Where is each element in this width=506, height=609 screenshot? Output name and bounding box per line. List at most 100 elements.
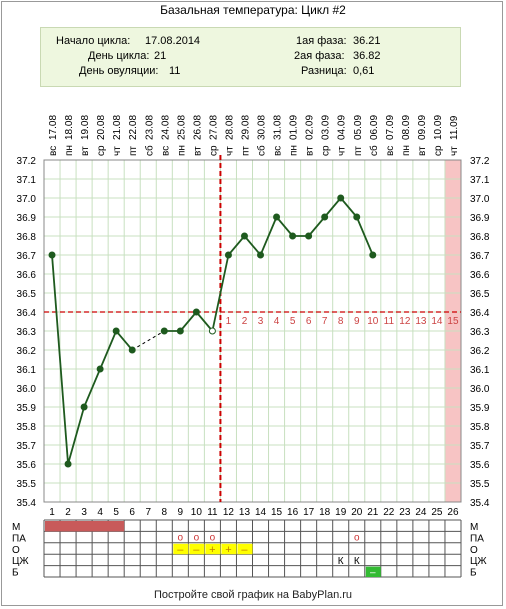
day-number-label: 9 (178, 507, 184, 518)
temperature-line-segment (323, 197, 342, 218)
y-tick-label-right: 36.1 (470, 365, 490, 376)
luteal-day-number: 8 (338, 316, 344, 327)
chart-title: Базальная температура: Цикл #2 (160, 3, 346, 17)
y-tick-label-left: 36.9 (17, 213, 37, 224)
temperature-line-segment (115, 330, 133, 351)
y-tick-label-right: 36.7 (470, 251, 490, 262)
cz-mark: К (354, 556, 360, 567)
date-label: 02.09 (305, 115, 316, 140)
day-number-label: 6 (129, 507, 135, 518)
day-number-label: 17 (303, 507, 315, 518)
weekday-label: пт (353, 146, 364, 156)
cycle-start-value: 17.08.2014 (145, 35, 201, 47)
y-tick-label-left: 35.4 (17, 498, 37, 509)
weekday-label: пт (128, 146, 139, 156)
y-tick-label-right: 35.5 (470, 479, 490, 490)
date-label: 22.08 (128, 115, 139, 140)
difference-value: 0,61 (353, 65, 375, 77)
y-tick-label-right: 37.1 (470, 175, 490, 186)
y-tick-label-right: 37.0 (470, 194, 490, 205)
temperature-point (305, 232, 313, 240)
temperature-point (160, 327, 168, 335)
menstruation-bar (45, 521, 125, 532)
weekday-label: вт (192, 146, 203, 156)
date-label: 20.08 (96, 115, 107, 140)
o-mark: – (193, 544, 200, 556)
temperature-point (257, 251, 265, 259)
date-label: 19.08 (80, 115, 91, 140)
luteal-day-number: 1 (226, 316, 232, 327)
y-tick-label-right: 35.8 (470, 422, 490, 433)
date-label: 06.09 (369, 115, 380, 140)
date-label: 18.08 (64, 115, 75, 140)
temperature-point (289, 232, 297, 240)
temperature-line-segment (99, 330, 118, 370)
day-number-label: 26 (447, 507, 459, 518)
y-tick-label-right: 35.4 (470, 498, 490, 509)
temperature-line-segment (243, 235, 262, 256)
day-number-label: 21 (367, 507, 379, 518)
luteal-day-number: 12 (399, 316, 411, 327)
luteal-day-number: 10 (367, 316, 379, 327)
weekday-label: ср (208, 145, 219, 156)
y-tick-label-left: 36.4 (17, 308, 37, 319)
date-label: 03.09 (321, 115, 332, 140)
temperature-point (192, 308, 200, 316)
symptom-row-label-left: М (12, 522, 20, 533)
symptom-row-label-right: М (470, 522, 478, 533)
day-number-label: 16 (287, 507, 299, 518)
temperature-line-segment (195, 311, 214, 332)
luteal-day-number: 14 (431, 316, 443, 327)
y-tick-label-left: 37.0 (17, 194, 37, 205)
b-mark-cell (365, 566, 381, 577)
day-number-label: 11 (207, 507, 218, 518)
y-tick-label-left: 35.6 (17, 460, 37, 471)
plot-border (43, 159, 462, 503)
day-number-label: 1 (49, 507, 55, 518)
y-tick-label-right: 36.3 (470, 327, 490, 338)
symptom-row-label-right: Б (470, 568, 477, 579)
luteal-day-number: 4 (274, 316, 280, 327)
y-tick-label-left: 36.1 (17, 365, 37, 376)
symptom-row-label-left: О (12, 545, 20, 556)
y-tick-label-left: 36.0 (17, 384, 37, 395)
date-label: 01.09 (289, 115, 300, 140)
temperature-line-segment (227, 235, 246, 256)
weekday-label: сб (368, 145, 380, 156)
weekday-label: ср (96, 145, 107, 156)
temperature-line-segment (179, 311, 198, 332)
y-tick-label-left: 36.6 (17, 270, 37, 281)
temperature-point (112, 327, 120, 335)
luteal-day-number: 3 (258, 316, 264, 327)
temperature-line-segment (67, 406, 85, 465)
y-tick-label-right: 36.6 (470, 270, 490, 281)
temperature-point (64, 460, 72, 468)
date-label: 28.08 (224, 115, 235, 140)
y-tick-label-left: 35.8 (17, 422, 37, 433)
y-tick-label-right: 36.9 (470, 213, 490, 224)
date-label: 04.09 (337, 115, 348, 140)
o-mark: – (241, 544, 248, 556)
temperature-line-segment (340, 197, 358, 218)
phase2-label: 2ая фаза: (294, 50, 345, 62)
y-tick-label-left: 36.3 (17, 327, 37, 338)
y-tick-label-left: 35.7 (17, 441, 37, 452)
temperature-gap-line (131, 330, 165, 351)
date-label: 21.08 (112, 115, 123, 140)
y-tick-label-right: 36.4 (470, 308, 490, 319)
date-label: 30.08 (257, 115, 268, 140)
luteal-day-number: 9 (354, 316, 360, 327)
temperature-point (321, 213, 329, 221)
temperature-point (128, 346, 136, 354)
weekday-label: пн (64, 145, 75, 156)
date-label: 31.08 (273, 115, 284, 140)
y-tick-label-right: 36.2 (470, 346, 490, 357)
ovulation-day-value: 11 (169, 65, 181, 77)
weekday-label: пн (401, 145, 412, 156)
weekday-label: пн (289, 145, 300, 156)
cycle-day-label: День цикла: (88, 50, 150, 62)
date-label: 07.09 (385, 115, 396, 140)
pa-mark: o (194, 532, 200, 543)
temperature-point (176, 327, 184, 335)
